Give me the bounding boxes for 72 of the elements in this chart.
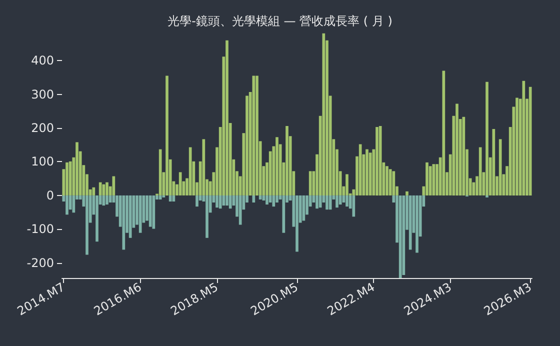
y-tick-label: -200	[26, 256, 54, 270]
bar	[386, 166, 388, 196]
bar	[366, 149, 368, 196]
bar	[178, 172, 182, 196]
bar	[258, 195, 262, 200]
bar	[498, 139, 502, 196]
y-tick-label: 400	[31, 54, 54, 68]
bar	[66, 162, 68, 196]
bar	[328, 195, 332, 210]
bar	[326, 195, 328, 210]
bar	[96, 195, 98, 242]
bar	[286, 126, 288, 196]
bar	[368, 152, 372, 196]
bar	[106, 182, 108, 196]
bar	[138, 195, 142, 233]
bar	[378, 126, 382, 196]
bar	[428, 166, 432, 196]
bar	[68, 161, 72, 196]
bar	[108, 195, 112, 203]
bar	[158, 149, 162, 196]
bar	[218, 195, 222, 209]
bar	[398, 195, 402, 278]
bar	[228, 195, 232, 209]
bar	[196, 195, 198, 207]
bar	[308, 171, 312, 196]
bar	[98, 182, 102, 196]
bar	[346, 174, 348, 196]
bar	[426, 162, 428, 196]
bar	[226, 40, 228, 196]
bar	[188, 147, 192, 196]
bar	[338, 195, 342, 205]
bar	[276, 195, 278, 203]
chart-title: 光學-鏡頭、光學模組 — 營收成長率 ( 月 )	[168, 14, 392, 28]
bar	[528, 86, 532, 196]
bar	[266, 195, 268, 205]
bar	[226, 195, 228, 206]
bar	[478, 147, 482, 196]
bar	[408, 195, 412, 250]
bar	[246, 96, 248, 196]
bar	[316, 195, 318, 209]
bar	[416, 195, 418, 253]
bar	[268, 195, 272, 203]
y-tick-label: 300	[31, 87, 54, 102]
bar	[238, 195, 242, 225]
y-tick-label: 0	[46, 188, 54, 202]
bar	[276, 137, 278, 196]
bar	[336, 195, 338, 208]
bar	[168, 195, 172, 202]
bar	[516, 98, 518, 196]
bar	[358, 144, 362, 196]
bar	[406, 191, 408, 196]
bar	[318, 195, 322, 208]
y-tick-label: 200	[31, 121, 54, 136]
bar	[66, 195, 68, 215]
y-tick-label: -100	[26, 222, 54, 236]
bar	[296, 195, 298, 252]
bar	[486, 82, 488, 196]
bar	[128, 195, 132, 238]
bar	[456, 104, 458, 196]
bar	[148, 195, 152, 227]
bar	[86, 195, 88, 255]
bar	[166, 76, 168, 196]
bar	[388, 169, 392, 196]
bar	[76, 142, 78, 196]
bar	[158, 195, 162, 200]
y-tick-label: 100	[31, 154, 54, 169]
bar	[206, 195, 208, 238]
bar	[346, 195, 348, 207]
bar	[106, 195, 108, 205]
bar	[256, 76, 258, 196]
bar	[376, 127, 378, 196]
bar	[216, 195, 218, 208]
